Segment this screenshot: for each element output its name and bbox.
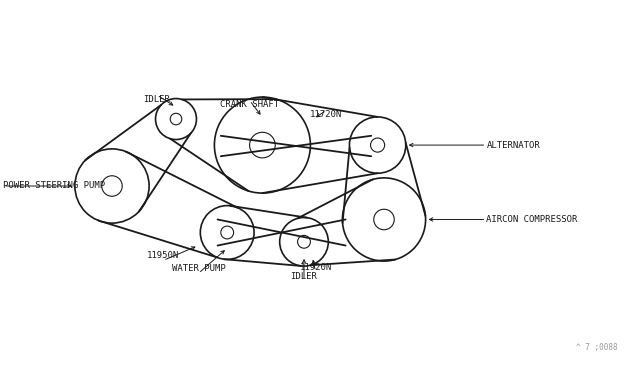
Text: ^ 7 ;0088: ^ 7 ;0088	[576, 343, 618, 352]
Text: 11720N: 11720N	[310, 110, 342, 119]
Text: IDLER: IDLER	[143, 95, 170, 104]
Text: 11950N: 11950N	[147, 251, 179, 260]
Text: WATER PUMP: WATER PUMP	[172, 264, 225, 273]
Text: CRANK SHAFT: CRANK SHAFT	[220, 100, 279, 109]
Text: 11920N: 11920N	[300, 263, 332, 272]
Text: ALTERNATOR: ALTERNATOR	[486, 141, 540, 150]
Text: AIRCON COMPRESSOR: AIRCON COMPRESSOR	[486, 215, 578, 224]
Text: IDLER: IDLER	[291, 272, 317, 281]
Text: POWER STEERING PUMP: POWER STEERING PUMP	[3, 182, 106, 190]
